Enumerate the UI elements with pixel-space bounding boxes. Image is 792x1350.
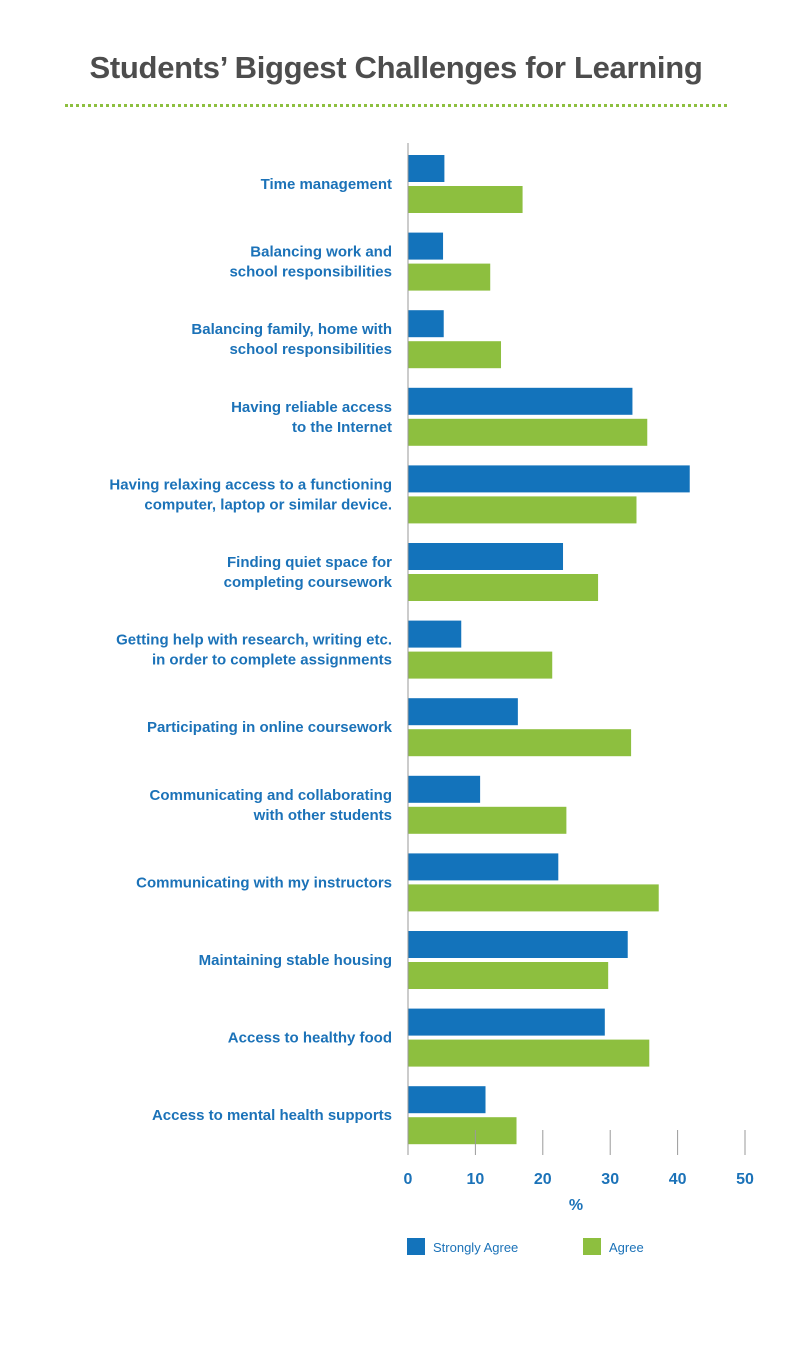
category-label: school responsibilities xyxy=(229,341,392,358)
bar-strongly-agree-7 xyxy=(408,698,518,726)
category-label: in order to complete assignments xyxy=(152,652,392,669)
bar-strongly-agree-3 xyxy=(408,387,633,415)
legend-label-strongly-agree: Strongly Agree xyxy=(433,1240,518,1255)
legend-swatch-agree xyxy=(583,1238,601,1255)
bar-agree-12 xyxy=(408,1117,517,1145)
category-label: Access to mental health supports xyxy=(152,1107,392,1124)
category-label: completing coursework xyxy=(224,574,393,591)
category-label: Maintaining stable housing xyxy=(199,952,392,969)
bar-agree-3 xyxy=(408,418,648,446)
bar-strongly-agree-5 xyxy=(408,543,564,570)
x-axis-label: % xyxy=(569,1197,583,1214)
category-label: Balancing work and xyxy=(250,244,392,261)
bar-agree-7 xyxy=(408,729,632,757)
x-tick-label: 10 xyxy=(467,1171,485,1188)
x-tick-label: 0 xyxy=(404,1171,413,1188)
category-label: Time management xyxy=(261,176,392,193)
category-label: Access to healthy food xyxy=(228,1030,392,1047)
x-tick-label: 20 xyxy=(534,1171,552,1188)
bar-agree-10 xyxy=(408,962,609,989)
category-label: computer, laptop or similar device. xyxy=(144,496,392,513)
category-label: Communicating with my instructors xyxy=(136,874,392,891)
bar-agree-11 xyxy=(408,1039,650,1067)
bar-agree-8 xyxy=(408,806,567,834)
bar-strongly-agree-8 xyxy=(408,775,481,803)
category-label: school responsibilities xyxy=(229,264,392,281)
category-label: Balancing family, home with xyxy=(191,321,392,338)
category-label: Finding quiet space for xyxy=(227,554,392,571)
chart-title: Students’ Biggest Challenges for Learnin… xyxy=(89,50,703,85)
category-label: Having reliable access xyxy=(231,399,392,416)
category-label: to the Internet xyxy=(292,419,392,436)
x-tick-label: 30 xyxy=(601,1171,619,1188)
category-label: Participating in online coursework xyxy=(147,719,393,736)
bar-agree-2 xyxy=(408,341,502,369)
bar-strongly-agree-2 xyxy=(408,310,444,338)
x-tick-label: 50 xyxy=(736,1171,754,1188)
bar-strongly-agree-1 xyxy=(408,232,444,260)
bar-strongly-agree-0 xyxy=(408,155,445,182)
bar-agree-4 xyxy=(408,496,637,524)
category-label: Getting help with research, writing etc. xyxy=(116,632,392,649)
bar-agree-0 xyxy=(408,186,523,213)
category-label: with other students xyxy=(253,807,392,824)
bar-strongly-agree-12 xyxy=(408,1086,486,1114)
title-divider xyxy=(65,104,727,107)
bar-agree-9 xyxy=(408,884,659,912)
bar-agree-6 xyxy=(408,651,553,679)
bar-strongly-agree-9 xyxy=(408,853,559,881)
bar-strongly-agree-10 xyxy=(408,931,628,958)
category-label: Communicating and collaborating xyxy=(149,787,392,804)
bar-strongly-agree-6 xyxy=(408,620,462,648)
bar-agree-5 xyxy=(408,574,599,601)
x-tick-label: 40 xyxy=(669,1171,687,1188)
bar-strongly-agree-11 xyxy=(408,1008,605,1036)
legend-swatch-strongly-agree xyxy=(407,1238,425,1255)
bar-agree-1 xyxy=(408,263,491,291)
legend-label-agree: Agree xyxy=(609,1240,644,1255)
bar-strongly-agree-4 xyxy=(408,465,690,493)
category-label: Having relaxing access to a functioning xyxy=(109,476,392,493)
